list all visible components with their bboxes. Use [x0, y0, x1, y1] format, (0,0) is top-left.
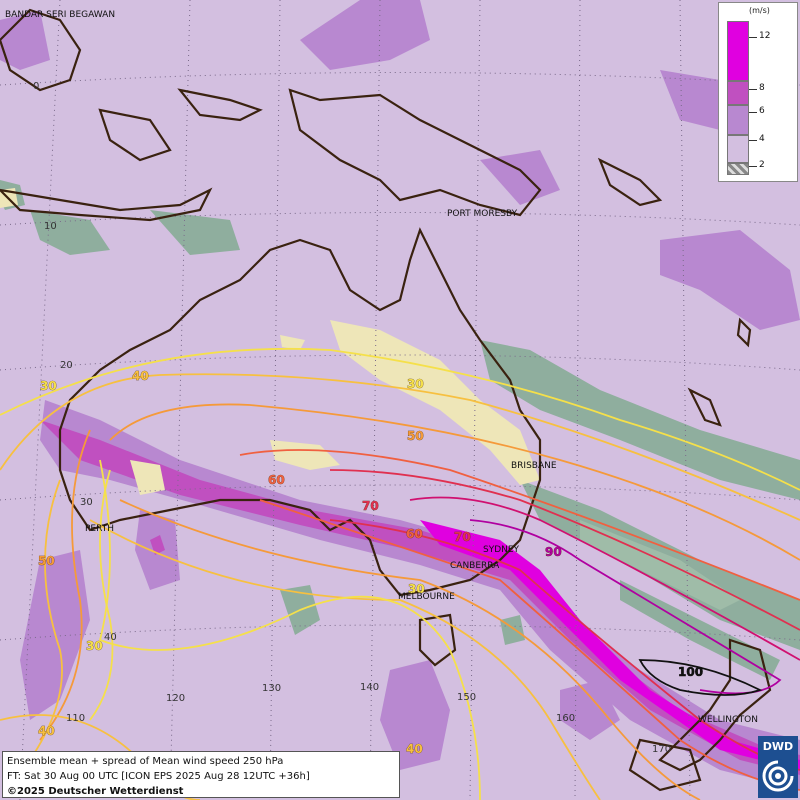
swirl-icon: [762, 759, 795, 792]
legend-swatch-2: [727, 163, 749, 175]
contour-label: 40: [406, 742, 423, 756]
legend-tick-label: 2: [759, 160, 765, 170]
contour-70-south: [329, 519, 800, 771]
contour-30-west: [89, 469, 114, 721]
legend-unit: (m/s): [749, 6, 770, 15]
lat-label: 20: [60, 360, 73, 371]
wind-speed-contours: [0, 347, 800, 800]
legend-swatch-4: [727, 135, 749, 163]
legend-swatch-8: [727, 81, 749, 105]
contour-40-north: [0, 373, 800, 521]
legend-tick: [749, 89, 757, 90]
info-forecast-time: FT: Sat 30 Aug 00 UTC [ICON EPS 2025 Aug…: [7, 771, 310, 782]
grid-labels: 0 10 20 30 40 110 120 130 140 150 160 17…: [33, 81, 671, 755]
contour-label: 70: [454, 530, 471, 544]
city-perth: PERTH: [85, 524, 114, 534]
legend-swatch-6: [727, 105, 749, 135]
legend-tick-label: 6: [759, 106, 765, 116]
legend-tick-label: 8: [759, 83, 765, 93]
city-melbourne: MELBOURNE: [398, 592, 455, 602]
legend-tick: [749, 112, 757, 113]
city-port-moresby: PORT MORESBY: [447, 209, 518, 219]
lon-label: 170: [652, 744, 671, 755]
legend-tick: [749, 140, 757, 141]
contour-label: 30: [407, 377, 424, 391]
contour-40-south: [89, 519, 601, 800]
contour-label: 100: [678, 665, 703, 679]
city-sydney: SYDNEY: [483, 545, 520, 555]
city-brisbane: BRISBANE: [511, 461, 557, 471]
contour-100: [638, 659, 763, 696]
lat-label: 0: [33, 81, 39, 92]
contour-30-north: [0, 347, 800, 491]
city-canberra: CANBERRA: [450, 561, 500, 571]
cities: BANDAR SERI BEGAWAN PORT MORESBY BRISBAN…: [5, 10, 758, 725]
contour-50-west: [39, 429, 91, 741]
lat-label: 40: [104, 632, 117, 643]
contour-80-north: [409, 496, 800, 661]
contour-label: 50: [407, 429, 424, 443]
contour-40-west: [29, 479, 63, 761]
lon-label: 130: [262, 683, 281, 694]
contour-label: 60: [406, 527, 423, 541]
contour-label: 50: [38, 554, 55, 568]
contour-labels: 30 40 30 50 60 70 60 70 90 50 30 40 30 4…: [38, 369, 704, 757]
legend-tick-label: 4: [759, 134, 765, 144]
color-legend: (m/s) 12 8 6 4 2: [718, 2, 798, 182]
dwd-logo: DWD: [758, 736, 798, 798]
contour-label: 30: [408, 582, 425, 596]
contour-label: 70: [362, 499, 379, 513]
contour-label: 60: [268, 473, 285, 487]
contour-70-north: [329, 469, 800, 631]
info-box: Ensemble mean + spread of Mean wind spee…: [2, 751, 400, 798]
lon-label: 120: [166, 693, 185, 704]
dwd-logo-text: DWD: [762, 740, 794, 753]
legend-tick: [749, 37, 757, 38]
contour-30-south: [98, 459, 481, 800]
contour-label: 40: [132, 369, 149, 383]
info-title: Ensemble mean + spread of Mean wind spee…: [7, 756, 284, 767]
city-bandar-seri-begawan: BANDAR SERI BEGAWAN: [5, 10, 115, 20]
city-wellington: WELLINGTON: [698, 715, 758, 725]
legend-swatch-12: [727, 21, 749, 81]
lon-label: 110: [66, 713, 85, 724]
coastlines: [0, 8, 772, 792]
low-spread-shading: [0, 180, 800, 680]
contour-label: 40: [38, 724, 55, 738]
lon-label: 150: [457, 692, 476, 703]
lon-label: 140: [360, 682, 379, 693]
contour-label: 30: [86, 639, 103, 653]
contour-label: 90: [545, 545, 562, 559]
contour-60-south: [259, 499, 800, 791]
lat-label: 10: [44, 221, 57, 232]
legend-tick: [749, 166, 757, 167]
contour-50-north: [109, 403, 800, 561]
lon-label: 160: [556, 713, 575, 724]
contour-60-north: [239, 449, 800, 601]
lat-label: 30: [80, 497, 93, 508]
info-copyright: ©2025 Deutscher Wetterdienst: [7, 786, 184, 797]
contour-label: 30: [40, 379, 57, 393]
contour-50-south: [119, 499, 701, 800]
legend-tick-label: 12: [759, 31, 771, 41]
